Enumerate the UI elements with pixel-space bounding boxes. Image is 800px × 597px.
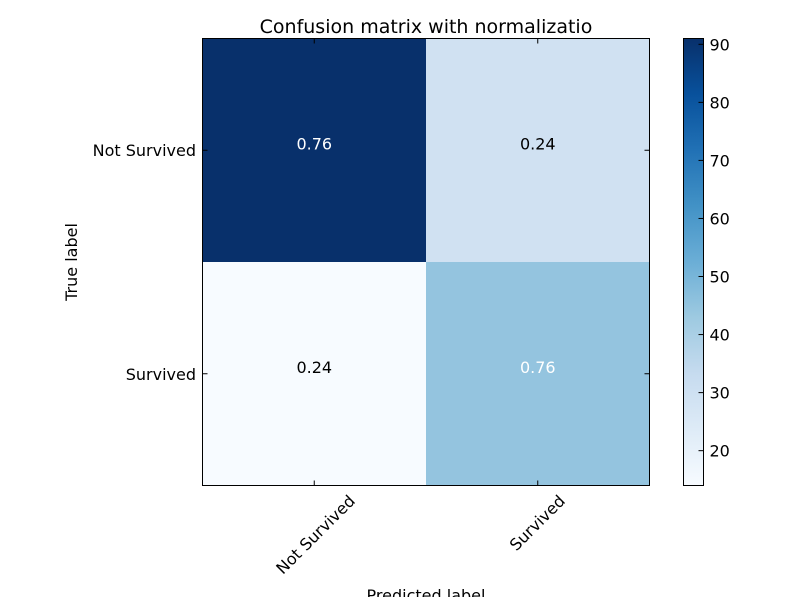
- plot-frame: [202, 38, 650, 486]
- colorbar-tick-label-2: 40: [710, 326, 730, 345]
- axis-ticks: [202, 38, 650, 486]
- colorbar-tick-label-7: 90: [710, 35, 730, 54]
- cell-value-label-0-1: 0.24: [520, 134, 556, 153]
- matrix-cell-1-0: [202, 262, 426, 486]
- chart-title: Confusion matrix with normalizatio: [260, 16, 593, 38]
- colorbar: [683, 38, 704, 486]
- cell-value-label-0-0: 0.76: [296, 134, 332, 153]
- x-tick-label-1: Survived: [506, 491, 569, 554]
- matrix-cell-0-0: [202, 38, 426, 262]
- y-tick-label-1: Survived: [126, 365, 196, 384]
- matrix-cell-0-1: [426, 38, 650, 262]
- matrix-cell-1-1: [426, 262, 650, 486]
- cell-value-label-1-1: 0.76: [520, 358, 556, 377]
- x-tick-label-0: Not Survived: [272, 491, 359, 578]
- x-axis-label: Predicted label: [367, 586, 486, 597]
- y-tick-label-0: Not Survived: [93, 141, 196, 160]
- colorbar-tick-label-4: 60: [710, 209, 730, 228]
- colorbar-tick-label-0: 20: [710, 442, 730, 461]
- matrix-cells: 0.76 0.24 0.24 0.76: [202, 38, 650, 486]
- colorbar-tick-label-6: 80: [710, 93, 730, 112]
- colorbar-tick-label-5: 70: [710, 151, 730, 170]
- cell-value-label-1-0: 0.24: [296, 358, 332, 377]
- colorbar-ticks: 20 30 40 50 60 70 80 90: [698, 35, 730, 461]
- y-axis-label: True label: [62, 223, 81, 302]
- colorbar-tick-label-3: 50: [710, 268, 730, 287]
- colorbar-tick-label-1: 30: [710, 384, 730, 403]
